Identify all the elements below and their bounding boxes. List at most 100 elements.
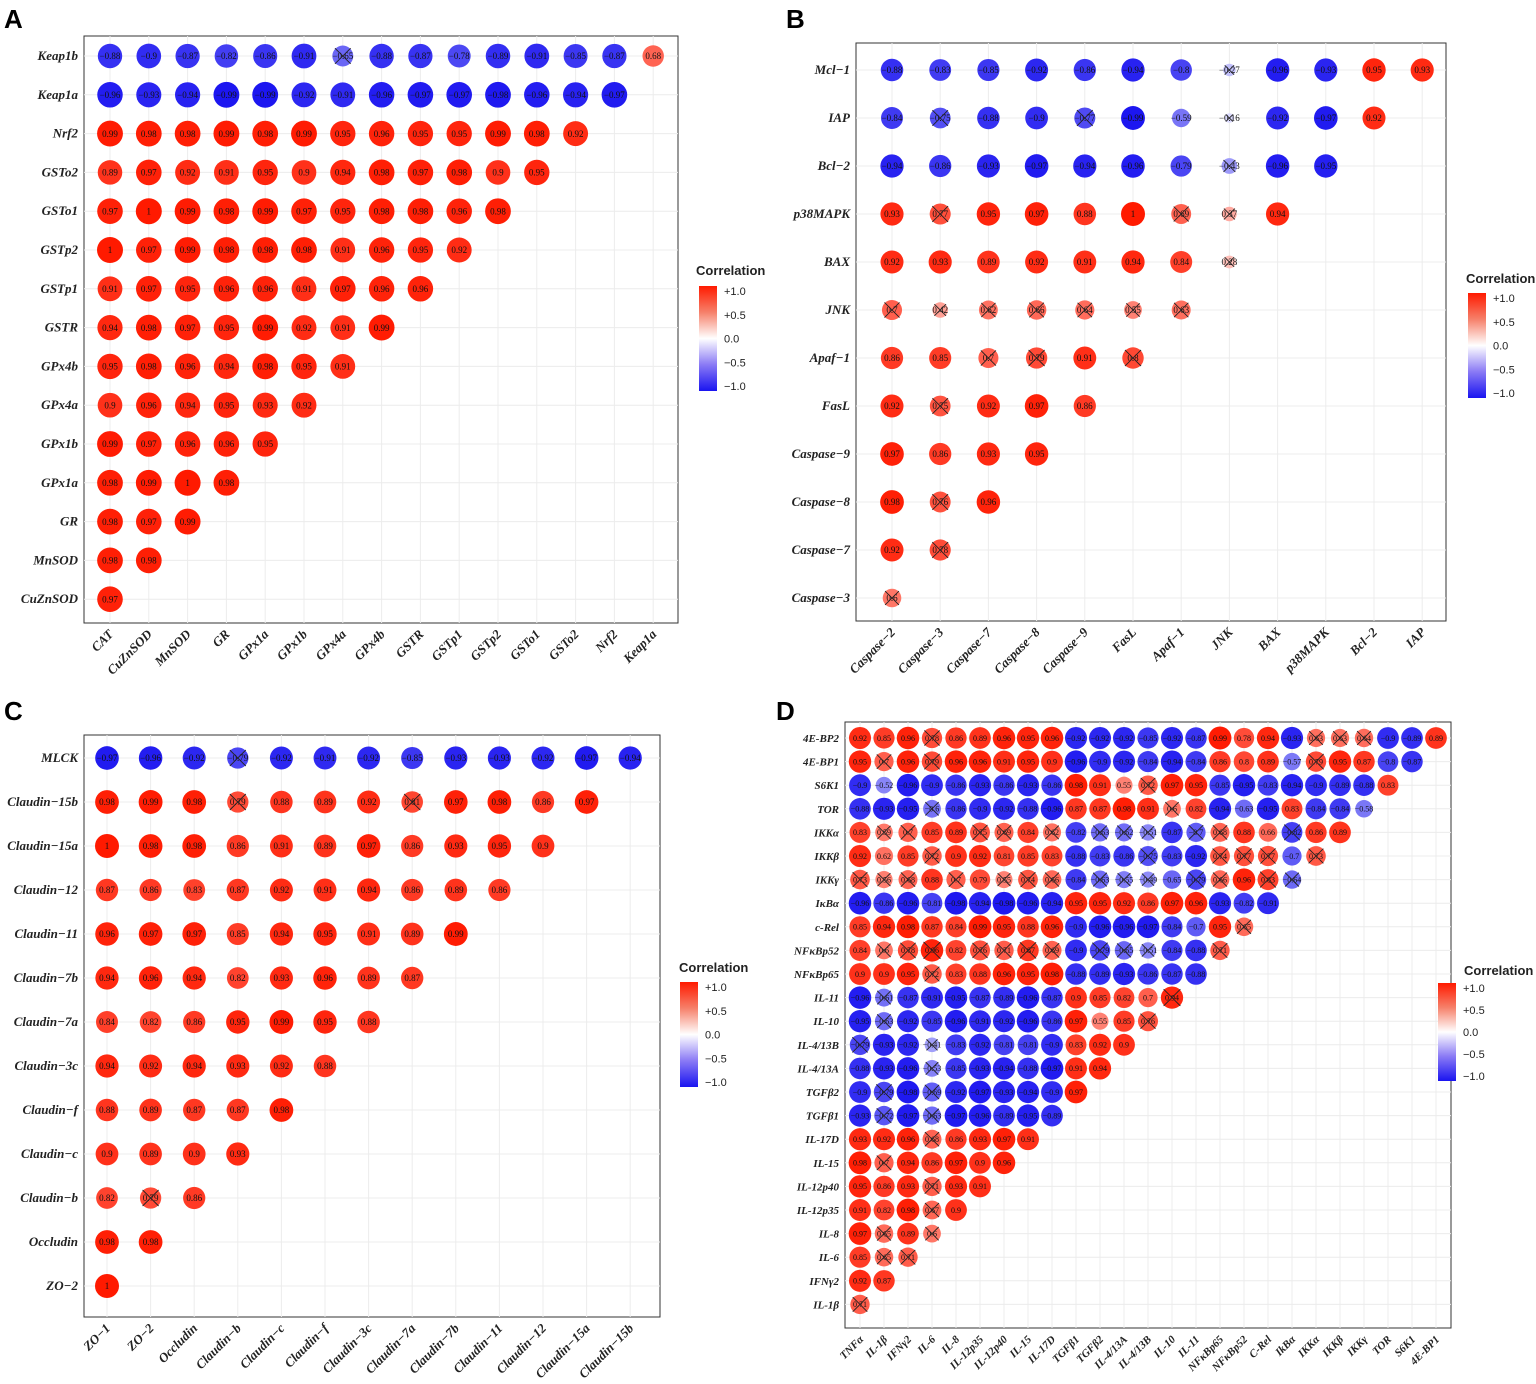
correlation-circle: [849, 821, 871, 843]
panel-c-legend: Correlation +1.0 +0.5 0.0 −0.5 −1.0: [679, 960, 748, 1089]
correlation-value-label: −0.9: [1093, 757, 1108, 766]
correlation-circle: [896, 891, 920, 915]
panel-c-grid: [84, 735, 660, 1317]
correlation-value-label: 0.96: [901, 1135, 915, 1144]
correlation-value-label: 0.86: [949, 1135, 963, 1144]
correlation-circle: [1171, 108, 1191, 128]
correlation-value-label: −0.92: [294, 90, 315, 100]
correlation-value-label: 0.98: [1069, 781, 1083, 790]
not-significant-cross-mark: [1308, 730, 1324, 746]
correlation-value-label: 0.94: [274, 929, 290, 939]
correlation-value-label: 0.95: [335, 129, 351, 139]
correlation-circle: [1161, 939, 1183, 961]
correlation-circle: [1016, 1080, 1040, 1104]
correlation-circle: [97, 120, 123, 147]
correlation-circle: [968, 1128, 992, 1151]
correlation-circle: [313, 790, 337, 814]
legend-tick-label: +0.5: [724, 310, 746, 322]
correlation-circle: [993, 750, 1015, 773]
legend-tick-label: +0.5: [705, 1006, 727, 1018]
correlation-value-label: 0.97: [997, 1135, 1011, 1144]
panel-b-row-label: p38MAPK: [793, 206, 852, 221]
not-significant-cross-mark: [876, 1249, 892, 1265]
correlation-circle: [969, 1151, 991, 1174]
panel-c-row-label: Claudin−7b: [14, 970, 79, 985]
correlation-value-label: 0.92: [1093, 1041, 1107, 1050]
correlation-value-label: 0.98: [141, 362, 157, 372]
correlation-value-label: 0.9: [1119, 1041, 1129, 1050]
correlation-circle: [368, 314, 395, 341]
legend-tick-label: 0.0: [705, 1030, 720, 1042]
not-significant-cross-mark: [876, 1155, 892, 1171]
correlation-circle: [1233, 751, 1255, 772]
correlation-circle: [1115, 776, 1133, 794]
correlation-value-label: 0.86: [949, 734, 963, 743]
correlation-circle: [291, 276, 317, 302]
correlation-circle: [95, 790, 119, 814]
correlation-circle: [291, 315, 317, 341]
correlation-value-label: −0.93: [875, 805, 894, 814]
correlation-value-label: −0.91: [315, 753, 336, 763]
correlation-value-label: −0.97: [410, 90, 431, 100]
correlation-circle: [136, 392, 162, 418]
correlation-value-label: −0.99: [255, 90, 276, 100]
correlation-value-label: 0.85: [901, 852, 915, 861]
correlation-circle: [357, 790, 381, 814]
not-significant-cross-mark: [1236, 919, 1252, 935]
correlation-circle: [1016, 891, 1040, 915]
panel-c-row-label: Claudin−b: [20, 1190, 78, 1205]
legend-tick-label: 0.0: [724, 334, 739, 346]
correlation-value-label: 0.89: [1429, 734, 1443, 743]
correlation-circle: [213, 469, 240, 496]
correlation-value-label: 0.92: [884, 545, 900, 555]
correlation-circle: [139, 878, 162, 902]
correlation-value-label: −0.92: [947, 1088, 966, 1097]
correlation-circle: [880, 538, 904, 562]
correlation-value-label: 0.98: [490, 206, 506, 216]
correlation-value-label: 0.92: [296, 323, 312, 333]
correlation-value-label: −0.7: [1285, 852, 1300, 861]
correlation-circle: [252, 237, 279, 263]
correlation-circle: [993, 845, 1015, 867]
correlation-circle: [848, 1104, 872, 1127]
panel-d-col-label: TOR: [1370, 1334, 1394, 1358]
correlation-circle: [1353, 774, 1375, 796]
correlation-circle: [976, 442, 1000, 466]
correlation-circle: [896, 1127, 920, 1151]
correlation-value-label: 0.98: [180, 129, 196, 139]
correlation-circle: [368, 159, 395, 186]
panel-d-row-label: IL-8: [818, 1229, 840, 1241]
correlation-value-label: 0.82: [949, 946, 963, 955]
correlation-value-label: 0.87: [230, 885, 246, 895]
correlation-value-label: −0.92: [1163, 734, 1182, 743]
correlation-value-label: −0.91: [923, 993, 942, 1002]
correlation-value-label: 0.97: [1069, 1017, 1083, 1026]
correlation-circle: [485, 198, 511, 225]
correlation-circle: [1073, 250, 1097, 274]
correlation-circle: [880, 490, 904, 514]
correlation-value-label: 0.97: [141, 439, 157, 449]
legend-tick-label: +1.0: [724, 286, 746, 298]
correlation-value-label: 0.86: [1141, 899, 1155, 908]
correlation-circle: [602, 43, 627, 69]
panel-d-row-label: IL-11: [813, 993, 839, 1005]
correlation-value-label: 0.91: [335, 245, 351, 255]
correlation-circle: [1016, 726, 1040, 750]
correlation-value-label: −0.97: [1139, 923, 1158, 932]
correlation-value-label: −0.83: [1091, 852, 1110, 861]
not-significant-cross-mark: [1173, 302, 1189, 318]
correlation-value-label: 0.95: [901, 970, 915, 979]
panel-d-row-label: IKKβ: [813, 851, 839, 863]
correlation-circle: [563, 44, 588, 68]
correlation-circle: [1089, 750, 1111, 773]
correlation-value-label: 0.85: [1021, 852, 1035, 861]
correlation-value-label: −0.92: [1091, 734, 1110, 743]
correlation-circle: [873, 1199, 895, 1221]
correlation-value-label: 0.94: [361, 885, 377, 895]
correlation-circle: [139, 1142, 162, 1166]
correlation-value-label: 0.91: [361, 929, 377, 939]
correlation-value-label: 0.99: [141, 478, 157, 488]
panel-c-cells: −0.97−0.96−0.92−0.79−0.92−0.91−0.92−0.85…: [95, 746, 642, 1298]
not-significant-cross-mark: [877, 872, 891, 887]
correlation-circle: [1040, 962, 1064, 986]
